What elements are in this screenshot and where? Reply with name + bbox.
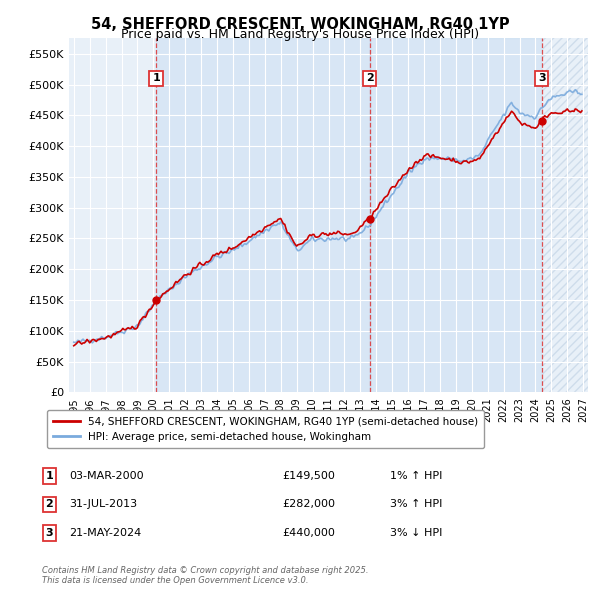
Text: 03-MAR-2000: 03-MAR-2000 xyxy=(69,471,143,481)
Text: £282,000: £282,000 xyxy=(282,500,335,509)
Text: 3% ↓ HPI: 3% ↓ HPI xyxy=(390,528,442,537)
Text: Price paid vs. HM Land Registry's House Price Index (HPI): Price paid vs. HM Land Registry's House … xyxy=(121,28,479,41)
Text: £149,500: £149,500 xyxy=(282,471,335,481)
Text: 2: 2 xyxy=(46,500,53,509)
Text: 21-MAY-2024: 21-MAY-2024 xyxy=(69,528,141,537)
Bar xyxy=(156,38,370,392)
Text: £440,000: £440,000 xyxy=(282,528,335,537)
Text: 1% ↑ HPI: 1% ↑ HPI xyxy=(390,471,442,481)
Text: 3: 3 xyxy=(46,528,53,537)
Text: 1: 1 xyxy=(46,471,53,481)
Text: 2: 2 xyxy=(365,73,373,83)
Text: Contains HM Land Registry data © Crown copyright and database right 2025.
This d: Contains HM Land Registry data © Crown c… xyxy=(42,566,368,585)
Text: 3% ↑ HPI: 3% ↑ HPI xyxy=(390,500,442,509)
Legend: 54, SHEFFORD CRESCENT, WOKINGHAM, RG40 1YP (semi-detached house), HPI: Average p: 54, SHEFFORD CRESCENT, WOKINGHAM, RG40 1… xyxy=(47,411,484,448)
Text: 31-JUL-2013: 31-JUL-2013 xyxy=(69,500,137,509)
Text: 1: 1 xyxy=(152,73,160,83)
Bar xyxy=(370,38,542,392)
Text: 54, SHEFFORD CRESCENT, WOKINGHAM, RG40 1YP: 54, SHEFFORD CRESCENT, WOKINGHAM, RG40 1… xyxy=(91,17,509,31)
Bar xyxy=(542,38,588,392)
Text: 3: 3 xyxy=(538,73,545,83)
